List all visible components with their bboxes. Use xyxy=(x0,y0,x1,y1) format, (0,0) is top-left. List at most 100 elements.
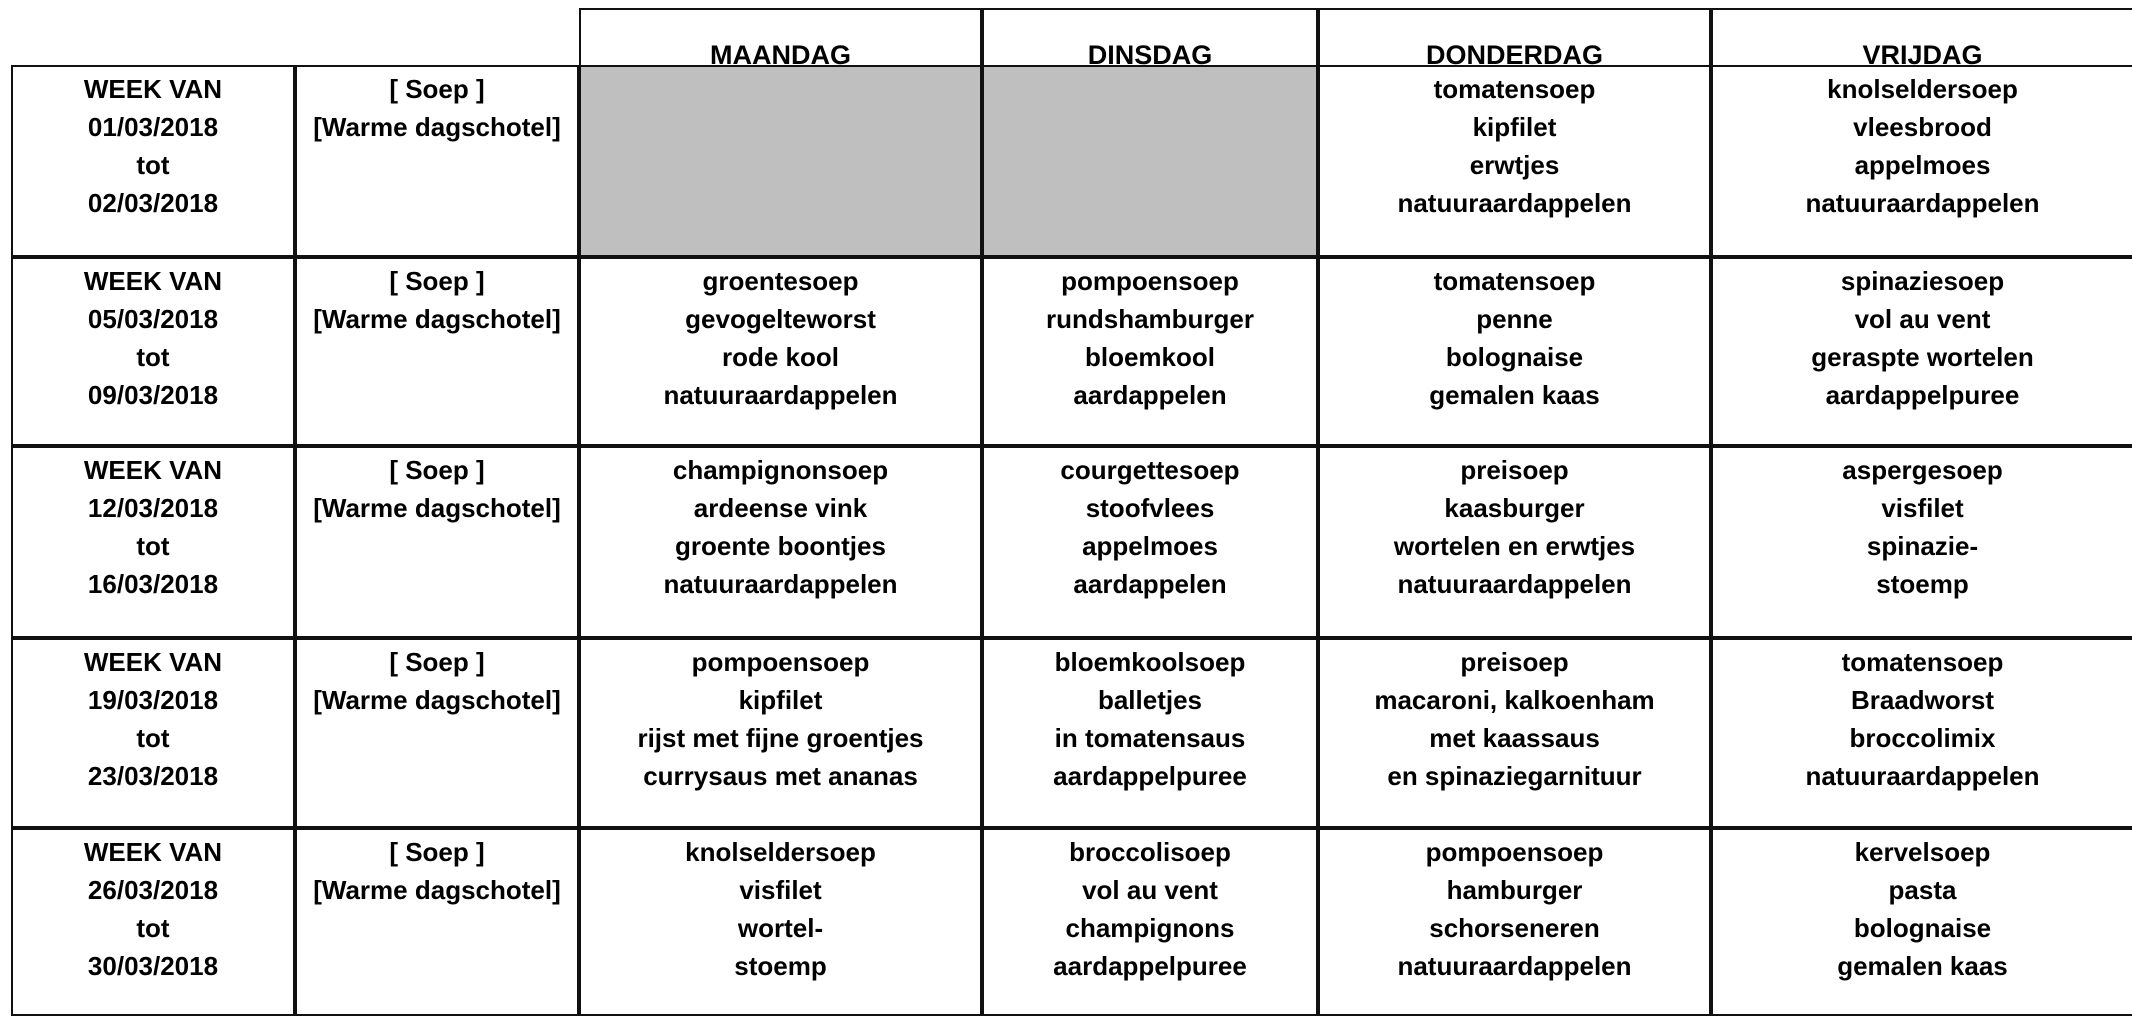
menu-item: stoemp xyxy=(1876,569,1969,599)
menu-cell: knolseldersoep visfilet wortel-stoemp xyxy=(579,828,982,1016)
menu-item: aardappelen xyxy=(1073,569,1227,599)
menu-item: natuuraardappelen xyxy=(1805,761,2040,791)
week-line: 12/03/2018 xyxy=(87,493,219,523)
week-label: WEEK VAN 19/03/2018 tot 23/03/2018 xyxy=(11,638,295,828)
menu-item: schorseneren xyxy=(1429,913,1600,943)
menu-item: pompoensoep xyxy=(691,647,870,677)
week-line: 01/03/2018 xyxy=(87,112,219,142)
menu-item: vol au vent xyxy=(1082,875,1218,905)
menu-cell: preisoep macaroni, kalkoenham met kaassaus… xyxy=(1318,638,1711,828)
course-label: [ Soep ] [Warme dagschotel] xyxy=(295,638,579,828)
week-line: 02/03/2018 xyxy=(87,188,219,218)
menu-item: gevogelteworst xyxy=(685,304,876,334)
menu-item: pasta xyxy=(1888,875,1957,905)
course-line: [ Soep ] xyxy=(389,74,485,104)
menu-cell: bloemkoolsoep balletjes in tomatensaus aard… xyxy=(982,638,1318,828)
menu-item: kipfilet xyxy=(1472,112,1557,142)
menu-item: vleesbrood xyxy=(1853,112,1992,142)
day-header: DONDERDAG xyxy=(1318,8,1711,70)
menu-item: aardappelen xyxy=(1073,380,1227,410)
week-line: tot xyxy=(136,150,170,180)
week-label: WEEK VAN 01/03/2018 tot 02/03/2018 xyxy=(11,65,295,257)
menu-cell: pompoensoep hamburger schorseneren natuuraa… xyxy=(1318,828,1711,1016)
week-line: WEEK VAN xyxy=(83,266,223,296)
week-line: WEEK VAN xyxy=(83,647,223,677)
menu-item: natuuraardappelen xyxy=(1397,188,1632,218)
week-line: tot xyxy=(136,531,170,561)
menu-item: knolseldersoep xyxy=(685,837,876,867)
week-line: WEEK VAN xyxy=(83,837,223,867)
week-line: tot xyxy=(136,913,170,943)
menu-item: groentesoep xyxy=(702,266,859,296)
course-line: [Warme dagschotel] xyxy=(313,493,561,523)
menu-item: courgettesoep xyxy=(1060,455,1240,485)
course-label: [ Soep ] [Warme dagschotel] xyxy=(295,446,579,638)
menu-item: spinaziesoep xyxy=(1840,266,2005,296)
course-line: [ Soep ] xyxy=(389,266,485,296)
menu-cell: broccolisoep vol au vent champignons aardap… xyxy=(982,828,1318,1016)
menu-item: bloemkoolsoep xyxy=(1054,647,1246,677)
menu-item: rijst met fijne groentjes xyxy=(637,723,924,753)
menu-item: aardappelpuree xyxy=(1053,761,1247,791)
day-header: MAANDAG xyxy=(579,8,982,70)
menu-cell: courgettesoep stoofvlees appelmoes aardappe… xyxy=(982,446,1318,638)
course-label: [ Soep ] [Warme dagschotel] xyxy=(295,828,579,1016)
menu-cell: tomatensoep penne bolognaise gemalen kaas xyxy=(1318,257,1711,446)
menu-item: pompoensoep xyxy=(1425,837,1604,867)
course-line: [Warme dagschotel] xyxy=(313,875,561,905)
menu-item: gemalen kaas xyxy=(1837,951,2008,981)
menu-item: met kaassaus xyxy=(1429,723,1600,753)
week-line: 23/03/2018 xyxy=(87,761,219,791)
menu-item: champignonsoep xyxy=(672,455,889,485)
menu-item: appelmoes xyxy=(1854,150,1991,180)
menu-item: pompoensoep xyxy=(1061,266,1239,296)
menu-cell: kervelsoep pasta bolognaise gemalen kaas xyxy=(1711,828,2132,1016)
menu-item: geraspte wortelen xyxy=(1811,342,2034,372)
week-line: tot xyxy=(136,342,170,372)
menu-item: natuuraardappelen xyxy=(663,380,898,410)
course-line: [Warme dagschotel] xyxy=(313,685,561,715)
menu-item: spinazie- xyxy=(1866,531,1979,561)
menu-item: natuuraardappelen xyxy=(1397,569,1632,599)
menu-cell: spinaziesoep vol au vent geraspte wortelen… xyxy=(1711,257,2132,446)
menu-item: balletjes xyxy=(1097,685,1203,715)
week-label: WEEK VAN 05/03/2018 tot 09/03/2018 xyxy=(11,257,295,446)
week-line: 16/03/2018 xyxy=(87,569,219,599)
menu-cell: tomatensoep kipfilet erwtjes natuuraardappe… xyxy=(1318,65,1711,257)
menu-item: wortel- xyxy=(737,913,824,943)
menu-item: hamburger xyxy=(1446,875,1583,905)
course-line: [ Soep ] xyxy=(389,455,485,485)
week-line: 05/03/2018 xyxy=(87,304,219,334)
week-line: WEEK VAN xyxy=(83,455,223,485)
menu-item: in tomatensaus xyxy=(1054,723,1246,753)
menu-item: champignons xyxy=(1065,913,1235,943)
menu-item: currysaus met ananas xyxy=(643,761,918,791)
menu-item: vol au vent xyxy=(1854,304,1991,334)
menu-item: broccolimix xyxy=(1849,723,1996,753)
menu-item: tomatensoep xyxy=(1841,647,2004,677)
menu-item: aardappelpuree xyxy=(1053,951,1247,981)
course-line: [ Soep ] xyxy=(389,837,485,867)
week-line: 30/03/2018 xyxy=(87,951,219,981)
week-line: 26/03/2018 xyxy=(87,875,219,905)
menu-item: ardeense vink xyxy=(693,493,868,523)
menu-cell xyxy=(982,65,1318,257)
menu-item: bloemkool xyxy=(1084,342,1215,372)
menu-cell xyxy=(579,65,982,257)
week-line: WEEK VAN xyxy=(83,74,223,104)
course-line: [ Soep ] xyxy=(389,647,485,677)
course-label: [ Soep ] [Warme dagschotel] xyxy=(295,65,579,257)
menu-item: tomatensoep xyxy=(1433,74,1596,104)
day-header: DINSDAG xyxy=(982,8,1318,70)
menu-item: natuuraardappelen xyxy=(1397,951,1632,981)
menu-cell: knolseldersoep vleesbrood appelmoes natuura… xyxy=(1711,65,2132,257)
menu-item: wortelen en erwtjes xyxy=(1393,531,1636,561)
menu-cell: preisoep kaasburger wortelen en erwtjes nat… xyxy=(1318,446,1711,638)
menu-item: tomatensoep xyxy=(1433,266,1596,296)
course-line: [Warme dagschotel] xyxy=(313,304,561,334)
menu-item: macaroni, kalkoenham xyxy=(1374,685,1655,715)
menu-item: stoemp xyxy=(734,951,827,981)
menu-item: gemalen kaas xyxy=(1429,380,1600,410)
menu-item: visfilet xyxy=(1881,493,1964,523)
